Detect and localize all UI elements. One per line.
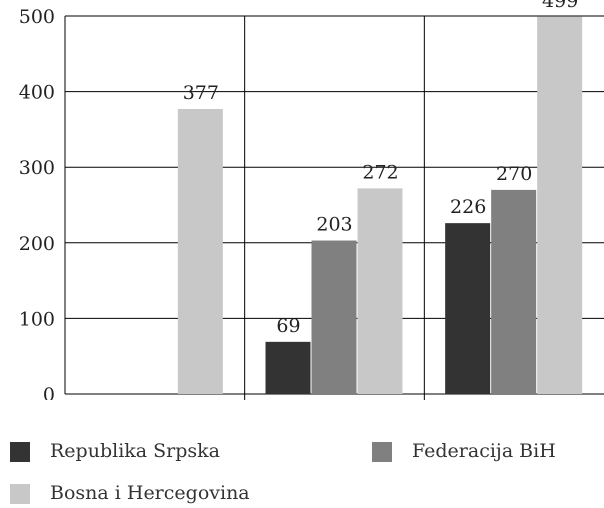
y-tick-label: 300 [19,157,55,179]
bar-value-label: 69 [276,315,300,337]
bar-value-label: 226 [450,196,486,218]
y-tick-label: 400 [19,82,55,104]
bars [177,16,583,394]
y-tick-label: 0 [43,384,55,400]
y-tick-label: 200 [19,233,55,255]
bar [537,16,583,394]
y-tick-label: 500 [19,6,55,28]
legend-swatch [10,442,30,462]
data-labels: 377 69 203 272 226 270 499 [183,0,579,337]
bar-value-label: 203 [316,214,352,236]
bar-value-label: 499 [542,0,578,12]
bar-value-label: 272 [362,161,398,183]
bar-value-label: 270 [496,163,532,185]
bar [265,341,311,394]
legend-label: Federacija BiH [412,440,556,462]
y-axis: 0 100 200 300 400 500 [19,6,55,400]
legend-label: Bosna i Hercegovina [50,482,250,504]
bar [445,223,491,394]
bar-chart: 377 69 203 272 226 270 499 0 100 200 300 400 500 [19,0,604,400]
legend-swatch [372,442,392,462]
legend-swatch [10,484,30,504]
grid [64,15,604,400]
bar [491,189,537,394]
legend-label: Republika Srpska [50,440,220,462]
y-tick-label: 100 [19,308,55,330]
bar-value-label: 377 [183,82,219,104]
bar [177,108,223,394]
bar [311,240,357,394]
bar [357,188,403,394]
